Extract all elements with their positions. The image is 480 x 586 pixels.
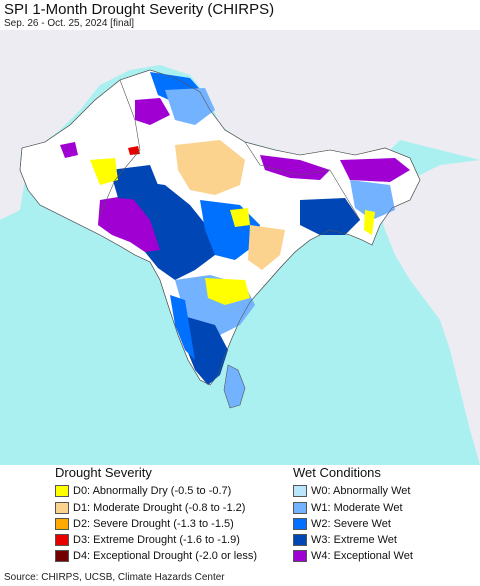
source-credit: Source: CHIRPS, UCSB, Climate Hazards Ce… bbox=[4, 572, 225, 583]
d1-region-east-india bbox=[248, 225, 285, 270]
map-canvas bbox=[0, 30, 480, 465]
legend-swatch-w3 bbox=[293, 534, 307, 546]
legend-item-w4: W4: Exceptional Wet bbox=[293, 549, 413, 563]
legend-item-w2: W2: Severe Wet bbox=[293, 517, 391, 531]
map-title: SPI 1-Month Drought Severity (CHIRPS) bbox=[4, 1, 275, 18]
d0-region-central bbox=[230, 208, 250, 227]
land-southeast-asia bbox=[378, 160, 480, 465]
legend-item-d4: D4: Exceptional Drought (-2.0 or less) bbox=[55, 549, 257, 563]
legend-item-d0: D0: Abnormally Dry (-0.5 to -0.7) bbox=[55, 484, 231, 498]
legend-swatch-w2 bbox=[293, 518, 307, 530]
legend-swatch-d1 bbox=[55, 502, 69, 514]
w3-region-sindh bbox=[110, 165, 160, 200]
legend-label-w3: W3: Extreme Wet bbox=[311, 534, 397, 546]
legend-label-w0: W0: Abnormally Wet bbox=[311, 485, 411, 497]
legend: Drought Severity Wet Conditions D0: Abno… bbox=[0, 465, 480, 569]
legend-swatch-d3 bbox=[55, 534, 69, 546]
legend-item-w0: W0: Abnormally Wet bbox=[293, 484, 410, 498]
legend-swatch-d2 bbox=[55, 518, 69, 530]
w4-region-northeast bbox=[340, 158, 410, 182]
sri-lanka bbox=[223, 364, 246, 409]
d1-region-north-india bbox=[175, 140, 245, 195]
land-west bbox=[0, 155, 25, 220]
legend-item-d2: D2: Severe Drought (-1.3 to -1.5) bbox=[55, 517, 234, 531]
w3-region-bengal bbox=[300, 198, 360, 235]
legend-label-w4: W4: Exceptional Wet bbox=[311, 550, 413, 562]
legend-label-d2: D2: Severe Drought (-1.3 to -1.5) bbox=[73, 518, 234, 530]
d0-region-deccan bbox=[205, 278, 250, 305]
w4-spot-southwest-pakistan bbox=[60, 142, 78, 158]
w4-region-northwest bbox=[135, 98, 170, 125]
legend-swatch-d4 bbox=[55, 550, 69, 562]
drought-legend-title: Drought Severity bbox=[55, 465, 152, 480]
legend-item-d3: D3: Extreme Drought (-1.6 to -1.9) bbox=[55, 533, 240, 547]
legend-label-w1: W1: Moderate Wet bbox=[311, 502, 403, 514]
w1-region-kashmir bbox=[165, 88, 215, 125]
legend-item-w3: W3: Extreme Wet bbox=[293, 533, 397, 547]
legend-label-w2: W2: Severe Wet bbox=[311, 518, 391, 530]
legend-swatch-d0 bbox=[55, 485, 69, 497]
legend-label-d0: D0: Abnormally Dry (-0.5 to -0.7) bbox=[73, 485, 232, 497]
d3-spot-pakistan bbox=[128, 146, 140, 155]
legend-swatch-w4 bbox=[293, 550, 307, 562]
w2-region-south-coast bbox=[170, 295, 195, 360]
w1-region-northeast-hills bbox=[350, 180, 395, 220]
land-north bbox=[0, 30, 480, 160]
legend-swatch-w1 bbox=[293, 502, 307, 514]
legend-label-d3: D3: Extreme Drought (-1.6 to -1.9) bbox=[73, 534, 240, 546]
legend-label-d4: D4: Exceptional Drought (-2.0 or less) bbox=[73, 550, 258, 562]
legend-item-d1: D1: Moderate Drought (-0.8 to -1.2) bbox=[55, 501, 245, 515]
map-date-range: Sep. 26 - Oct. 25, 2024 [final] bbox=[4, 18, 135, 29]
legend-label-d1: D1: Moderate Drought (-0.8 to -1.2) bbox=[73, 502, 246, 514]
w3-region-south-india bbox=[180, 315, 228, 385]
w3-region-central-west bbox=[128, 180, 215, 280]
d0-region-tripura bbox=[364, 210, 375, 235]
wet-legend-title: Wet Conditions bbox=[293, 465, 381, 480]
w4-region-gujarat bbox=[98, 195, 160, 252]
w4-region-nepal bbox=[260, 155, 330, 180]
drought-map bbox=[0, 30, 480, 465]
legend-swatch-w0 bbox=[293, 485, 307, 497]
country-borders bbox=[19, 69, 421, 386]
legend-item-w1: W1: Moderate Wet bbox=[293, 501, 403, 515]
d0-region-punjab bbox=[90, 158, 118, 185]
